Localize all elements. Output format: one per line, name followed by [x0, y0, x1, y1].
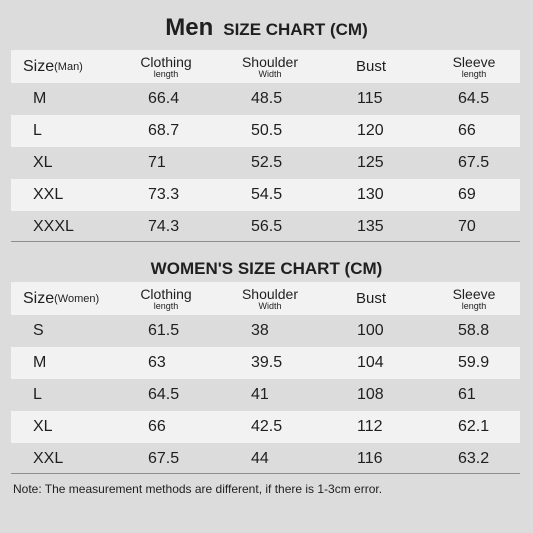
- men-header-clothing-length: Clothing length: [131, 50, 201, 83]
- size-cell: XL: [33, 154, 53, 171]
- header-sub: length: [461, 68, 487, 79]
- bust-cell: 104: [357, 354, 384, 371]
- clothing-length-cell: 73.3: [148, 186, 180, 203]
- header-main: Bust: [355, 290, 386, 307]
- header-main: Shoulder: [241, 53, 299, 70]
- women-table-divider: [11, 473, 520, 474]
- shoulder-width-cell: 41: [251, 386, 269, 403]
- women-header-shoulder-width: Shoulder Width: [235, 282, 305, 315]
- men-header-size: Size (Man): [23, 50, 83, 83]
- header-sub: Width: [258, 68, 282, 79]
- clothing-length-cell: 66.4: [148, 90, 180, 107]
- bust-cell: 112: [357, 418, 383, 435]
- table-row: L 68.7 50.5 120 66: [11, 115, 520, 147]
- bust-cell: 135: [357, 218, 384, 235]
- shoulder-width-cell: 42.5: [251, 418, 283, 435]
- size-cell: XXXL: [33, 218, 74, 235]
- men-header-size-label: Size: [23, 57, 55, 75]
- women-size-table: Size (Women) Clothing length Shoulder Wid…: [11, 282, 520, 475]
- women-header-sleeve-length: Sleeve length: [439, 282, 509, 315]
- clothing-length-cell: 71: [148, 154, 166, 171]
- header-main: Clothing: [140, 285, 192, 302]
- table-row: XXL 73.3 54.5 130 69: [11, 179, 520, 211]
- shoulder-width-cell: 56.5: [251, 218, 283, 235]
- bust-cell: 120: [357, 122, 384, 139]
- men-header-row: Size (Man) Clothing length Shoulder Width…: [11, 50, 520, 83]
- header-sub: length: [461, 300, 487, 311]
- men-header-shoulder-width: Shoulder Width: [235, 50, 305, 83]
- table-row: XL 66 42.5 112 62.1: [11, 411, 520, 443]
- clothing-length-cell: 68.7: [148, 122, 180, 139]
- table-row: XXL 67.5 44 116 63.2: [11, 443, 520, 475]
- women-size-chart-title: WOMEN'S SIZE CHART (CM): [150, 259, 383, 278]
- header-main: Sleeve: [452, 53, 496, 70]
- header-sub: length: [153, 68, 179, 79]
- header-main: Clothing: [140, 53, 192, 70]
- shoulder-width-cell: 50.5: [251, 122, 283, 139]
- size-cell: XXL: [33, 450, 64, 467]
- women-header-size: Size (Women): [23, 282, 99, 315]
- men-size-chart-title: Men SIZE CHART (CM): [0, 14, 533, 42]
- clothing-length-cell: 61.5: [148, 322, 180, 339]
- sleeve-length-cell: 64.5: [458, 90, 490, 107]
- sleeve-length-cell: 63.2: [458, 450, 490, 467]
- size-cell: XL: [33, 418, 53, 435]
- bust-cell: 125: [357, 154, 384, 171]
- table-row: M 66.4 48.5 115 64.5: [11, 83, 520, 115]
- women-header-bust: Bust: [341, 282, 401, 315]
- size-cell: M: [33, 90, 47, 107]
- bust-cell: 115: [357, 90, 383, 107]
- sleeve-length-cell: 59.9: [458, 354, 490, 371]
- size-cell: L: [33, 386, 42, 403]
- shoulder-width-cell: 44: [251, 450, 269, 467]
- clothing-length-cell: 67.5: [148, 450, 180, 467]
- men-title-sub: SIZE CHART (CM): [223, 20, 368, 39]
- header-sub: Width: [258, 300, 282, 311]
- table-row: XXXL 74.3 56.5 135 70: [11, 211, 520, 243]
- women-header-clothing-length: Clothing length: [131, 282, 201, 315]
- shoulder-width-cell: 54.5: [251, 186, 283, 203]
- women-header-size-label: Size: [23, 289, 55, 307]
- sleeve-length-cell: 58.8: [458, 322, 490, 339]
- header-main: Bust: [355, 58, 386, 75]
- men-table-divider: [11, 241, 520, 242]
- bust-cell: 108: [357, 386, 384, 403]
- women-header-size-sub: (Women): [54, 292, 100, 305]
- table-row: L 64.5 41 108 61: [11, 379, 520, 411]
- header-main: Sleeve: [452, 285, 496, 302]
- bust-cell: 130: [357, 186, 384, 203]
- clothing-length-cell: 74.3: [148, 218, 180, 235]
- sleeve-length-cell: 69: [458, 186, 476, 203]
- women-header-row: Size (Women) Clothing length Shoulder Wid…: [11, 282, 520, 315]
- shoulder-width-cell: 52.5: [251, 154, 283, 171]
- table-row: M 63 39.5 104 59.9: [11, 347, 520, 379]
- sleeve-length-cell: 70: [458, 218, 476, 235]
- size-cell: S: [33, 322, 44, 339]
- sleeve-length-cell: 61: [458, 386, 476, 403]
- measurement-note: Note: The measurement methods are differ…: [13, 482, 383, 496]
- clothing-length-cell: 63: [148, 354, 166, 371]
- men-header-sleeve-length: Sleeve length: [439, 50, 509, 83]
- bust-cell: 100: [357, 322, 384, 339]
- shoulder-width-cell: 48.5: [251, 90, 283, 107]
- men-size-table: Size (Man) Clothing length Shoulder Width…: [11, 50, 520, 243]
- clothing-length-cell: 64.5: [148, 386, 180, 403]
- size-cell: L: [33, 122, 42, 139]
- table-row: S 61.5 38 100 58.8: [11, 315, 520, 347]
- shoulder-width-cell: 39.5: [251, 354, 283, 371]
- header-main: Shoulder: [241, 285, 299, 302]
- table-row: XL 71 52.5 125 67.5: [11, 147, 520, 179]
- sleeve-length-cell: 67.5: [458, 154, 490, 171]
- men-title-main: Men: [165, 14, 214, 41]
- shoulder-width-cell: 38: [251, 322, 269, 339]
- clothing-length-cell: 66: [148, 418, 166, 435]
- men-header-size-sub: (Man): [54, 60, 83, 73]
- sleeve-length-cell: 62.1: [458, 418, 490, 435]
- bust-cell: 116: [357, 450, 383, 467]
- size-cell: M: [33, 354, 47, 371]
- header-sub: length: [153, 300, 179, 311]
- size-cell: XXL: [33, 186, 64, 203]
- sleeve-length-cell: 66: [458, 122, 476, 139]
- men-header-bust: Bust: [341, 50, 401, 83]
